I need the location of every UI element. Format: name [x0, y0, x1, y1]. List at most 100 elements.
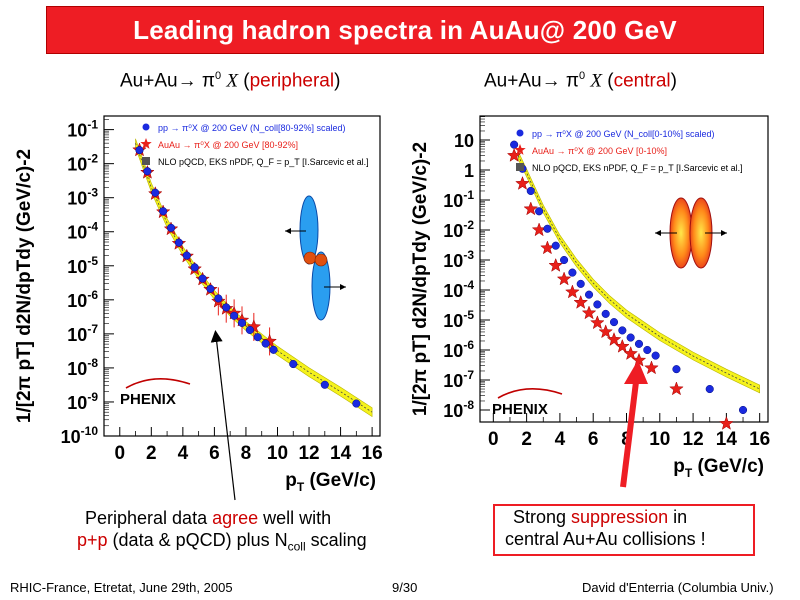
y-tick-label: 10-8 [443, 398, 474, 421]
slide-title-bar: Leading hadron spectra in AuAu@ 200 GeV [46, 6, 764, 54]
phenix-logo-wing [497, 388, 563, 399]
pp-point [543, 224, 552, 233]
pp-point [593, 300, 602, 309]
x-tick-label: 6 [209, 443, 220, 464]
pp-point [174, 238, 183, 247]
motion-arrow-head [721, 230, 727, 236]
pp-point [143, 167, 152, 176]
y-tick-label: 10-7 [443, 368, 474, 391]
slide-title: Leading hadron spectra in AuAu@ 200 GeV [133, 14, 677, 45]
legend-label: pp → π⁰X @ 200 GeV (N_coll[0-10%] scaled… [532, 129, 715, 139]
auau-point [581, 305, 597, 320]
y-tick-label: 10-2 [67, 152, 98, 175]
x-tick-label: 0 [114, 443, 125, 464]
legend-marker [516, 129, 524, 137]
legend-marker [514, 144, 526, 155]
nucleus-lower [311, 251, 331, 321]
x-tick-label: 14 [330, 443, 352, 464]
legend-label: AuAu → π⁰X @ 200 GeV [80-92%] [158, 140, 298, 150]
y-tick-label: 10 [454, 131, 474, 151]
auau-point [556, 271, 572, 286]
pp-point [352, 399, 361, 408]
x-tick-label: 6 [588, 429, 599, 450]
auau-point [669, 381, 684, 396]
auau-point [590, 315, 605, 330]
pp-point [190, 263, 199, 272]
pp-point [626, 333, 635, 342]
pp-point [269, 345, 278, 354]
pp-point [651, 351, 660, 360]
y-tick-label: 10-4 [67, 220, 98, 243]
black-arrow [210, 330, 236, 501]
pp-point [643, 345, 652, 355]
footer-conference: RHIC-France, Etretat, June 29th, 2005 [10, 580, 233, 595]
legend-marker [516, 163, 524, 171]
x-tick-label: 4 [178, 443, 189, 464]
pqcd-curve [135, 143, 373, 413]
legend-label: pp → π⁰X @ 200 GeV (N_coll[80-92%] scale… [158, 123, 346, 133]
pp-point [253, 333, 262, 342]
y-tick-label: 10-3 [443, 248, 474, 271]
pp-point [672, 365, 681, 374]
pp-point [560, 255, 569, 265]
auau-point [606, 331, 622, 346]
y-tick-label: 10-3 [67, 186, 98, 209]
pp-point [245, 325, 254, 335]
pp-point [230, 311, 239, 320]
pp-point [618, 326, 627, 335]
pp-point [198, 274, 207, 283]
y-tick-label: 10-5 [443, 308, 474, 331]
x-tick-label: 14 [716, 429, 738, 450]
y-tick-label: 10-9 [67, 390, 98, 413]
y-tick-label: 10-7 [67, 322, 98, 345]
pp-point [237, 318, 247, 327]
x-tick-label: 10 [267, 443, 288, 464]
x-axis-title: pT (GeV/c) [285, 470, 376, 494]
pp-point [159, 207, 168, 216]
x-tick-label: 2 [146, 443, 157, 464]
annotation-central: Strong suppression in central Au+Au coll… [493, 504, 755, 556]
y-tick-label: 10-4 [443, 278, 474, 301]
overlap-region [314, 253, 328, 267]
pp-point [634, 339, 644, 348]
pp-point [166, 223, 176, 232]
x-tick-label: 2 [521, 429, 532, 450]
y-tick-label: 10-1 [67, 118, 98, 141]
auau-point [523, 201, 539, 216]
x-tick-label: 12 [683, 429, 704, 450]
auau-point [506, 147, 522, 162]
y-tick-label: 10-6 [67, 288, 98, 311]
x-axis-title: pT (GeV/c) [673, 456, 764, 480]
central-collision-sketch [655, 197, 727, 269]
auau-point [515, 175, 530, 190]
phenix-logo: PHENIX [492, 401, 548, 418]
pp-point [535, 207, 544, 216]
auau-point [598, 324, 613, 339]
chart-central: 024681012141610-810-710-610-510-410-310-… [410, 115, 770, 480]
legend-marker [140, 138, 152, 149]
legend-label: AuAu → π⁰X @ 200 GeV [0-10%] [532, 146, 667, 156]
legend-label: NLO pQCD, EKS nPDF, Q_F = p_T [I.Sarcevi… [532, 163, 743, 173]
panel-right-subtitle: Au+Au→ π0 X (central) [484, 70, 677, 92]
chart-peripheral: 0 2 4 6 8 10 12 14 16 10-10 10-9 10-8 10-7 10-6 10-5 10… [14, 115, 383, 494]
y-tick-label: 10-6 [443, 338, 474, 361]
pp-point [705, 384, 714, 394]
y-tick-label: 1 [464, 161, 474, 181]
pp-point [135, 146, 144, 155]
x-tick-label: 10 [649, 429, 670, 450]
legend-marker [142, 157, 150, 165]
pqcd-curve [517, 155, 760, 390]
x-tick-label: 4 [555, 429, 566, 450]
auau-point [644, 360, 659, 375]
pp-point [609, 318, 619, 327]
auau-point [623, 345, 638, 360]
pp-point [576, 279, 585, 288]
motion-arrow-head [340, 284, 346, 290]
y-axis-title: 1/[2π pT] d2N/dpTdy (GeV/c)-2 [410, 142, 431, 416]
panel-left-subtitle: Au+Au→ π0 X (peripheral) [120, 70, 341, 92]
auau-point [615, 338, 630, 353]
auau-point [565, 284, 580, 299]
auau-point [719, 415, 734, 430]
phenix-logo-wing [125, 378, 191, 389]
